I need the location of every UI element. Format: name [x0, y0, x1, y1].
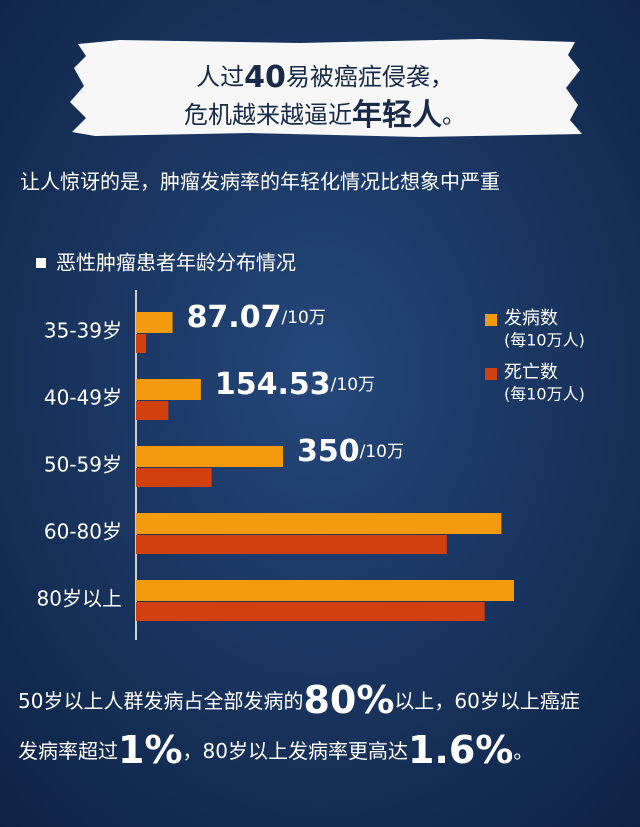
- bar: [136, 513, 502, 534]
- text-run: 危机越来越逼近: [184, 101, 352, 129]
- category-label: 60-80岁: [44, 520, 122, 544]
- text-run: 以上，60岁以上癌症: [394, 689, 579, 713]
- bar: [136, 334, 147, 353]
- bar: [136, 379, 201, 400]
- category-label: 80岁以上: [37, 587, 122, 611]
- legend-swatch: [485, 314, 497, 326]
- bar: [136, 580, 514, 601]
- value-label: 87.07/10万: [187, 300, 326, 335]
- emphasis: 年轻人: [352, 98, 442, 133]
- title-bullet: [36, 258, 46, 268]
- value-unit: /10万: [281, 308, 325, 328]
- legend-label: 死亡数: [504, 362, 558, 383]
- emphasis: 1%: [118, 728, 183, 772]
- legend-unit: (每10万人): [504, 331, 585, 350]
- bar: [136, 602, 485, 621]
- value-label: 350/10万: [297, 434, 404, 469]
- text-run: 发病率超过: [18, 739, 118, 763]
- value-unit: /10万: [331, 375, 375, 395]
- bar: [136, 401, 169, 420]
- value-number: 154.53: [215, 367, 331, 402]
- text-run: 50岁以上人群发病占全部发病的: [18, 689, 303, 713]
- legend-swatch: [485, 368, 497, 380]
- text-run: 人过: [196, 63, 244, 91]
- emphasis: 80%: [303, 678, 394, 722]
- chart-title: 恶性肿瘤患者年龄分布情况: [56, 251, 296, 275]
- legend-label: 发病数: [504, 308, 558, 329]
- category-label: 35-39岁: [44, 319, 122, 343]
- value-label: 154.53/10万: [215, 367, 375, 402]
- legend-unit: (每10万人): [504, 385, 585, 404]
- header-line: 人过40易被癌症侵袭，: [196, 60, 454, 95]
- emphasis: 1.6%: [408, 728, 513, 772]
- bar: [136, 446, 283, 467]
- emphasis: 40: [244, 60, 286, 95]
- category-label: 40-49岁: [44, 386, 122, 410]
- header-banner: [70, 39, 582, 137]
- value-number: 87.07: [187, 300, 282, 335]
- value-unit: /10万: [360, 442, 404, 462]
- bar: [136, 468, 212, 487]
- text-run: 。: [442, 101, 466, 129]
- footer-line: 50岁以上人群发病占全部发病的80%以上，60岁以上癌症: [18, 678, 580, 722]
- bar: [136, 312, 173, 333]
- bar: [136, 535, 447, 554]
- text-run: 。: [513, 739, 533, 763]
- intro: 让人惊讶的是，肿瘤发病率的年轻化情况比想象中严重: [20, 170, 500, 194]
- value-number: 350: [297, 434, 360, 469]
- header-line: 危机越来越逼近年轻人。: [184, 98, 466, 133]
- footer-line: 发病率超过1%，80岁以上发病率更高达1.6%。: [18, 728, 533, 772]
- category-label: 50-59岁: [44, 453, 122, 477]
- text-run: ，80岁以上发病率更高达: [183, 739, 408, 763]
- text-run: 易被癌症侵袭，: [286, 63, 454, 91]
